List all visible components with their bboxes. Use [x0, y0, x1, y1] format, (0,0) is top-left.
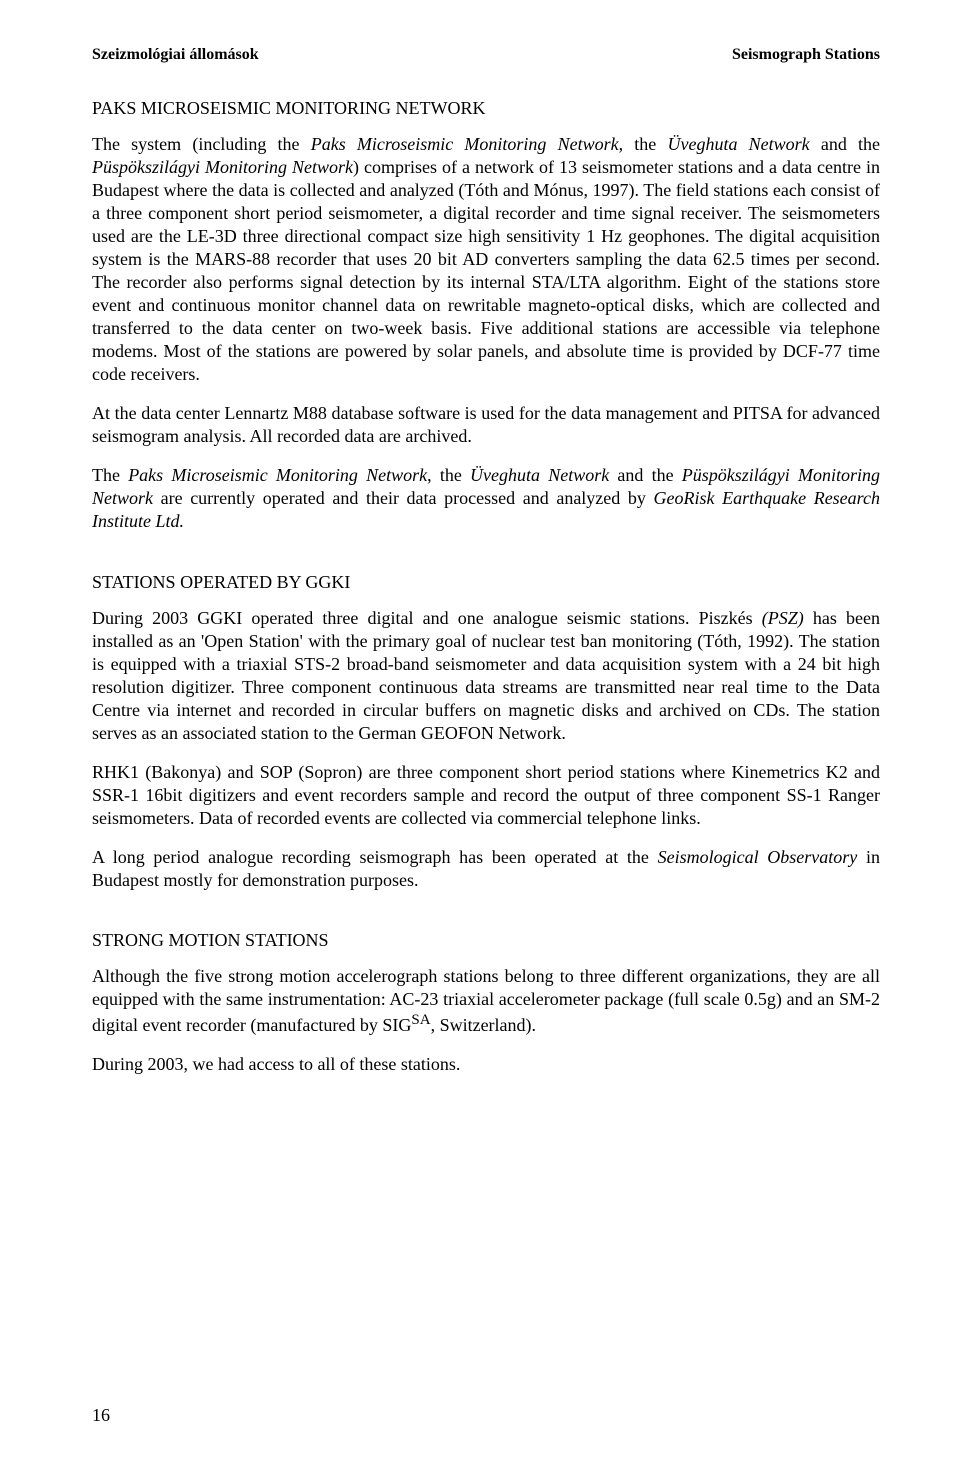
spacer [92, 550, 880, 572]
page-container: Szeizmológiai állomások Seismograph Stat… [0, 0, 960, 1464]
page-header: Szeizmológiai állomások Seismograph Stat… [92, 46, 880, 64]
spacer [92, 908, 880, 930]
paks-paragraph-3: The Paks Microseismic Monitoring Network… [92, 464, 880, 533]
superscript-sa: SA [411, 1012, 430, 1028]
page-number: 16 [92, 1405, 110, 1426]
ggki-paragraph-2: RHK1 (Bakonya) and SOP (Sopron) are thre… [92, 761, 880, 830]
paks-paragraph-1: The system (including the Paks Microseis… [92, 133, 880, 386]
paks-paragraph-2: At the data center Lennartz M88 database… [92, 402, 880, 448]
header-right: Seismograph Stations [732, 46, 880, 64]
ggki-paragraph-1: During 2003 GGKI operated three digital … [92, 607, 880, 745]
header-left: Szeizmológiai állomások [92, 46, 259, 64]
section-title-strong: STRONG MOTION STATIONS [92, 930, 880, 951]
section-title-paks: PAKS MICROSEISMIC MONITORING NETWORK [92, 98, 880, 119]
section-title-ggki: STATIONS OPERATED BY GGKI [92, 572, 880, 593]
ggki-paragraph-3: A long period analogue recording seismog… [92, 846, 880, 892]
strong-paragraph-2: During 2003, we had access to all of the… [92, 1053, 880, 1076]
strong-paragraph-1: Although the five strong motion accelero… [92, 965, 880, 1037]
